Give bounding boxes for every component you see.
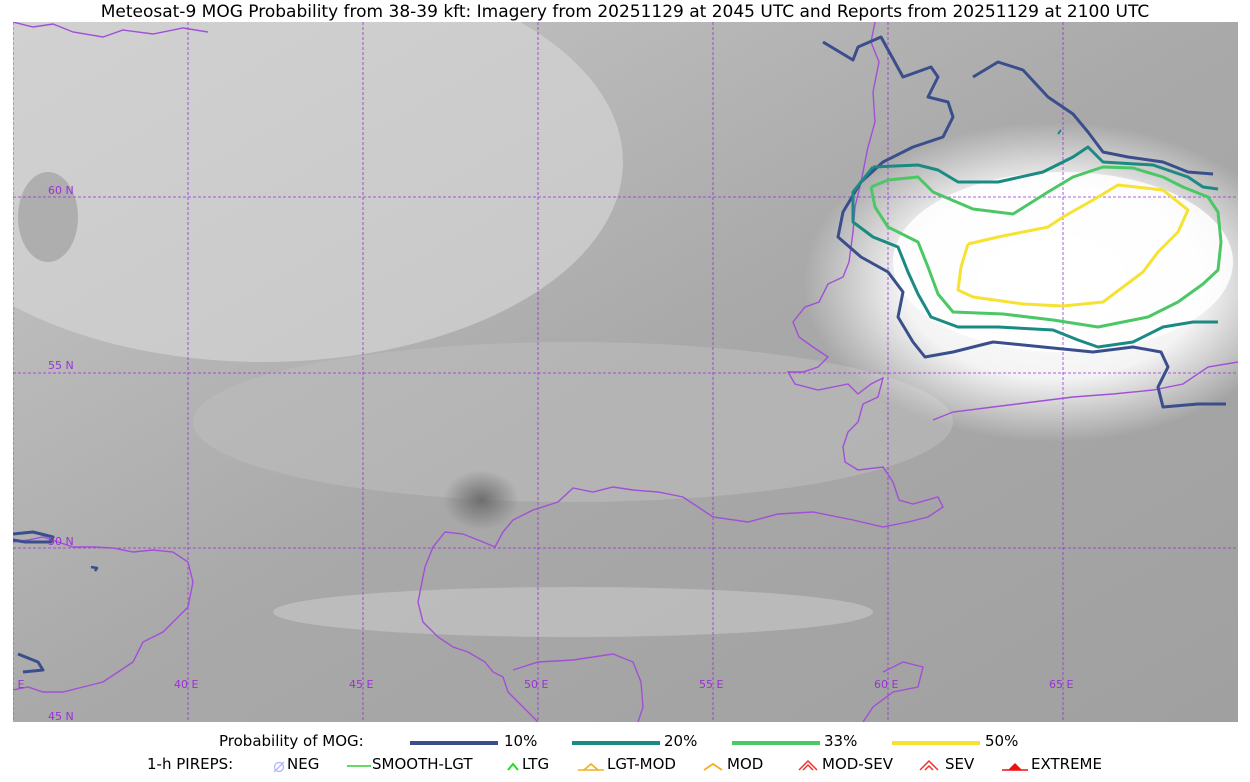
contour-small-teal-dot [1057, 129, 1062, 135]
coastline-bottom-islands [512, 653, 644, 722]
pireps-legend-label: 1-h PIREPS: [147, 755, 234, 773]
mod-sev-caret-icon [798, 759, 818, 771]
lon-label-65: 65 E [1049, 678, 1073, 691]
contour-10-percent-sw [13, 530, 55, 544]
coastline-east-coast [932, 361, 1238, 421]
lon-label-55: 55 E [699, 678, 723, 691]
pirep-label-lgt-mod: LGT-MOD [607, 755, 676, 773]
contour-33-percent [869, 165, 1223, 329]
pirep-label-ltg: LTG [522, 755, 550, 773]
mod-caret-icon [703, 762, 723, 771]
pirep-label-neg: NEG [287, 755, 320, 773]
mog-contours [13, 35, 1226, 674]
swatch-33-percent [732, 741, 820, 745]
graticule [13, 22, 1238, 722]
probability-legend: Probability of MOG: 10% 20% 33% 50% [0, 732, 1250, 754]
imagery-bright-band [193, 342, 953, 502]
pirep-label-mod-sev: MOD-SEV [822, 755, 893, 773]
satellite-map[interactable]: 35 E 40 E 45 E 50 E 55 E 60 E 65 E 60 N … [13, 22, 1238, 722]
contour-20-percent-west [851, 166, 1218, 349]
imagery-dark-vortex [443, 470, 519, 530]
legend-label-10-percent: 10% [504, 732, 538, 750]
smooth-lgt-line-icon [347, 765, 371, 767]
lon-label-50: 50 E [524, 678, 548, 691]
contour-10-percent [822, 35, 1226, 409]
ltg-caret-icon [507, 762, 519, 771]
contour-50-percent [956, 183, 1190, 308]
extreme-caret-icon [1002, 763, 1028, 771]
lat-label-60: 60 N [48, 184, 74, 197]
contour-small-blue-blob [90, 565, 99, 572]
contour-10-percent-sw2 [17, 652, 45, 674]
coastline-bottom-east [862, 661, 924, 722]
lat-label-55: 55 N [48, 359, 74, 372]
lon-label-60: 60 E [874, 678, 898, 691]
figure-title: Meteosat-9 MOG Probability from 38-39 kf… [100, 2, 1150, 22]
coastline-white-sea-region [417, 22, 944, 722]
pirep-label-extreme: EXTREME [1031, 755, 1102, 773]
sev-caret-icon [919, 759, 939, 771]
swatch-50-percent [892, 741, 980, 745]
pirep-label-mod: MOD [727, 755, 764, 773]
legend-label-50-percent: 50% [985, 732, 1019, 750]
swatch-10-percent [410, 741, 498, 745]
probability-legend-label: Probability of MOG: [219, 732, 364, 750]
imagery-bright-upper-left [13, 22, 623, 362]
lgt-mod-caret-icon [578, 762, 604, 771]
lon-label-35: 35 E [13, 678, 24, 691]
imagery-bright-streak [273, 587, 873, 637]
legend-label-20-percent: 20% [664, 732, 698, 750]
imagery-dark-left [18, 172, 78, 262]
coastline-northwest [13, 22, 209, 38]
lat-label-50: 50 N [48, 535, 74, 548]
swatch-20-percent [572, 741, 660, 745]
lon-label-40: 40 E [174, 678, 198, 691]
contour-20-percent [872, 145, 1219, 191]
coastline-southwest [13, 536, 194, 693]
pireps-legend: 1-h PIREPS: NEG SMOOTH-LGT LTG LGT-MOD M… [0, 755, 1250, 777]
coastlines [13, 22, 1238, 722]
legend-label-33-percent: 33% [824, 732, 858, 750]
pirep-label-sev: SEV [945, 755, 975, 773]
contour-10-percent-north [972, 60, 1214, 176]
pirep-label-smooth-lgt: SMOOTH-LGT [372, 755, 473, 773]
lat-label-45: 45 N [48, 710, 74, 722]
lon-label-45: 45 E [349, 678, 373, 691]
neg-icon [273, 761, 285, 773]
